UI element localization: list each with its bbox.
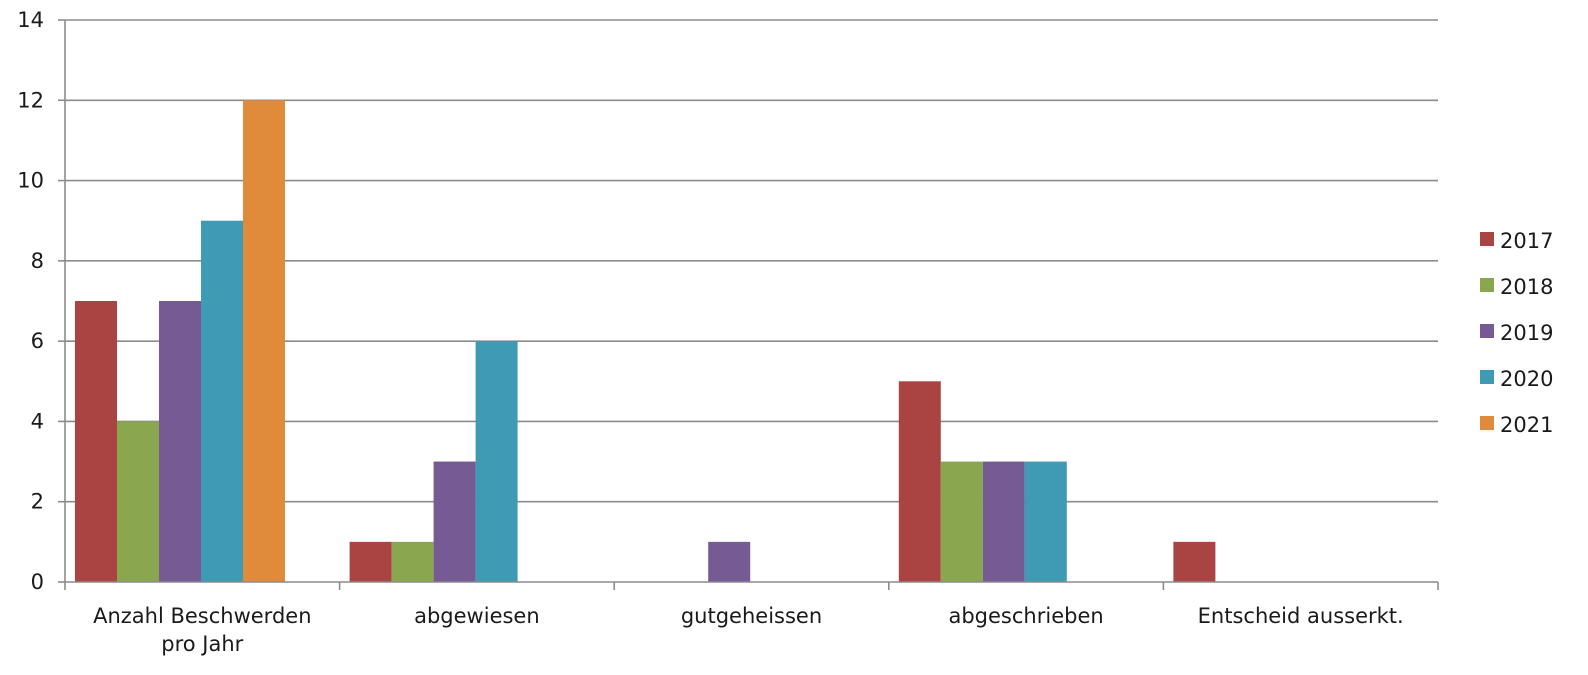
- bar-2018-0: [117, 421, 159, 582]
- legend-label-2019: 2019: [1500, 321, 1553, 345]
- legend-swatch-2021: [1480, 416, 1494, 430]
- y-tick-label: 10: [17, 169, 44, 193]
- bar-2017-4: [1173, 541, 1216, 582]
- bar-2018-3: [940, 461, 983, 582]
- y-tick-label: 2: [31, 490, 44, 514]
- y-tick-label: 0: [31, 570, 44, 594]
- bar-2020-1: [475, 341, 518, 582]
- bar-2017-0: [75, 301, 117, 582]
- y-tick-label: 12: [17, 88, 44, 112]
- legend-swatch-2017: [1480, 232, 1494, 246]
- bar-2018-1: [391, 541, 434, 582]
- x-category-label: gutgeheissen: [681, 604, 822, 628]
- axes: 0 2 4 6 8 10 12 14 Anzahl Beschwerden pro Jahr abg…: [17, 8, 1439, 656]
- legend-label-2020: 2020: [1500, 367, 1553, 391]
- bar-2019-3: [982, 461, 1025, 582]
- bar-2019-0: [159, 301, 201, 582]
- bar-2021-0: [243, 100, 285, 583]
- y-tick-label: 6: [31, 329, 44, 353]
- x-category-label: Entscheid ausserkt.: [1198, 604, 1404, 628]
- gridlines: [65, 19, 1438, 503]
- x-category-label: pro Jahr: [161, 632, 243, 656]
- y-tick-label: 4: [31, 409, 44, 433]
- x-category-label: Anzahl Beschwerden: [93, 604, 311, 628]
- bar-2019-2: [708, 541, 751, 582]
- legend-swatch-2018: [1480, 278, 1494, 292]
- legend-label-2017: 2017: [1500, 229, 1553, 253]
- legend: 2017 2018 2019 2020 2021: [1480, 229, 1553, 437]
- bar-2017-1: [349, 541, 392, 582]
- bar-2019-1: [433, 461, 476, 582]
- bar-2020-0: [201, 220, 243, 582]
- legend-swatch-2020: [1480, 370, 1494, 384]
- legend-label-2021: 2021: [1500, 413, 1553, 437]
- x-category-label: abgeschrieben: [948, 604, 1103, 628]
- x-category-label: abgewiesen: [414, 604, 540, 628]
- y-tick-label: 8: [31, 249, 44, 273]
- legend-label-2018: 2018: [1500, 275, 1553, 299]
- bars: [75, 100, 1216, 583]
- y-tick-label: 14: [17, 8, 44, 32]
- legend-swatch-2019: [1480, 324, 1494, 338]
- bar-2017-3: [898, 381, 941, 582]
- bar-2020-3: [1024, 461, 1067, 582]
